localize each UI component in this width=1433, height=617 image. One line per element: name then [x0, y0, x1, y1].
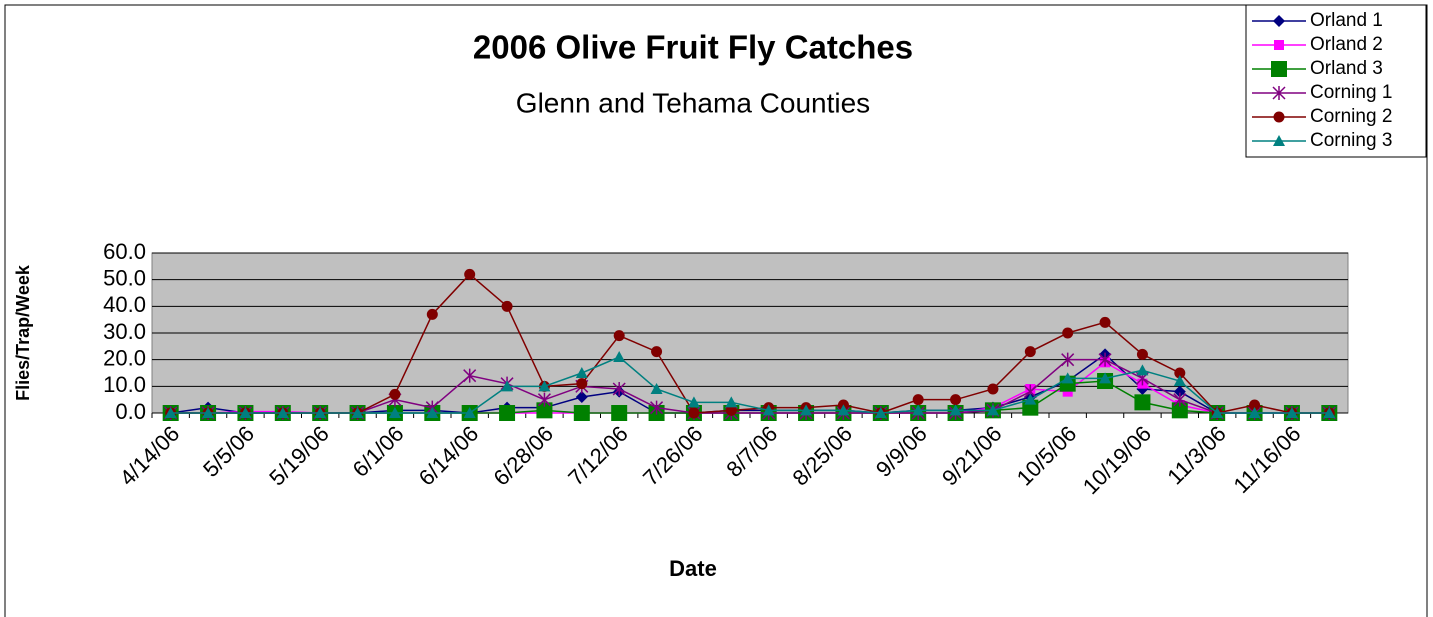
- marker: [912, 394, 924, 406]
- marker: [537, 392, 551, 407]
- marker: [950, 394, 962, 406]
- legend-label: Corning 1: [1310, 82, 1392, 103]
- marker: [1273, 15, 1285, 27]
- series-line: [170, 273, 1330, 414]
- marker: [611, 405, 628, 421]
- marker: [987, 383, 999, 395]
- marker: [1061, 352, 1075, 367]
- marker: [1134, 394, 1151, 411]
- marker: [837, 404, 850, 416]
- marker: [1059, 375, 1076, 392]
- marker: [762, 404, 775, 416]
- chart-subtitle: Glenn and Tehama Counties: [516, 87, 870, 118]
- marker: [1211, 407, 1224, 418]
- marker: [426, 407, 439, 418]
- marker: [1272, 86, 1286, 100]
- y-tick-label: 50.0: [103, 265, 146, 290]
- marker: [426, 308, 438, 320]
- marker: [1024, 393, 1037, 405]
- marker: [874, 407, 887, 418]
- y-axis-label: Flies/Trap/Week: [13, 264, 33, 401]
- marker: [1174, 367, 1186, 379]
- marker: [1099, 372, 1112, 384]
- marker: [1173, 392, 1187, 407]
- legend-label: Orland 2: [1310, 34, 1383, 55]
- marker: [613, 330, 625, 342]
- series-line: [170, 358, 1330, 414]
- marker: [576, 378, 588, 390]
- legend-label: Orland 1: [1310, 10, 1383, 31]
- marker: [1136, 348, 1148, 360]
- marker: [538, 380, 551, 392]
- marker: [1062, 327, 1074, 339]
- marker: [725, 396, 738, 408]
- marker: [688, 407, 700, 419]
- y-tick-label: 60.0: [103, 239, 146, 264]
- marker: [613, 351, 626, 362]
- x-axis-label: Date: [669, 556, 717, 581]
- legend-label: Orland 3: [1310, 58, 1383, 79]
- marker: [499, 405, 516, 421]
- marker: [573, 405, 590, 421]
- marker: [1274, 40, 1284, 50]
- marker: [1285, 407, 1298, 418]
- marker: [800, 404, 813, 416]
- marker: [1323, 407, 1336, 418]
- legend-label: Corning 2: [1310, 106, 1392, 127]
- marker: [202, 407, 215, 418]
- marker: [464, 268, 476, 280]
- marker: [949, 404, 962, 416]
- series: [164, 351, 1336, 418]
- marker: [612, 382, 626, 396]
- marker: [536, 402, 553, 419]
- marker: [501, 300, 513, 312]
- marker: [1099, 316, 1111, 328]
- marker: [501, 380, 514, 392]
- marker: [986, 404, 999, 416]
- marker: [239, 407, 252, 418]
- y-tick-label: 40.0: [103, 292, 146, 317]
- marker: [687, 396, 700, 408]
- marker: [1273, 111, 1285, 123]
- marker: [463, 368, 477, 383]
- marker: [1024, 346, 1036, 358]
- marker: [575, 391, 588, 403]
- marker: [651, 346, 663, 358]
- marker: [1249, 399, 1261, 411]
- marker: [1273, 135, 1285, 146]
- series-line: [170, 356, 1330, 414]
- marker: [1171, 402, 1188, 419]
- y-tick-label: 30.0: [103, 319, 146, 344]
- marker: [463, 407, 476, 418]
- legend-box: [1245, 4, 1427, 158]
- marker: [725, 404, 737, 416]
- marker: [389, 388, 401, 400]
- marker: [351, 407, 364, 418]
- marker: [164, 407, 177, 418]
- marker: [1271, 61, 1287, 77]
- marker: [1098, 352, 1112, 367]
- marker: [912, 404, 925, 416]
- marker: [1173, 375, 1186, 386]
- y-tick-label: 20.0: [103, 345, 146, 370]
- marker: [650, 400, 664, 415]
- marker: [650, 383, 663, 394]
- marker: [314, 407, 327, 418]
- legend-label: Corning 3: [1310, 130, 1392, 151]
- marker: [1136, 364, 1149, 376]
- chart-title: 2006 Olive Fruit Fly Catches: [473, 29, 913, 66]
- marker: [1173, 385, 1186, 398]
- y-tick-label: 10.0: [103, 372, 146, 397]
- marker: [276, 407, 289, 418]
- marker: [1061, 372, 1074, 384]
- marker: [575, 367, 588, 378]
- marker: [388, 407, 401, 418]
- marker: [1248, 407, 1261, 418]
- y-tick-label: 0.0: [115, 399, 146, 424]
